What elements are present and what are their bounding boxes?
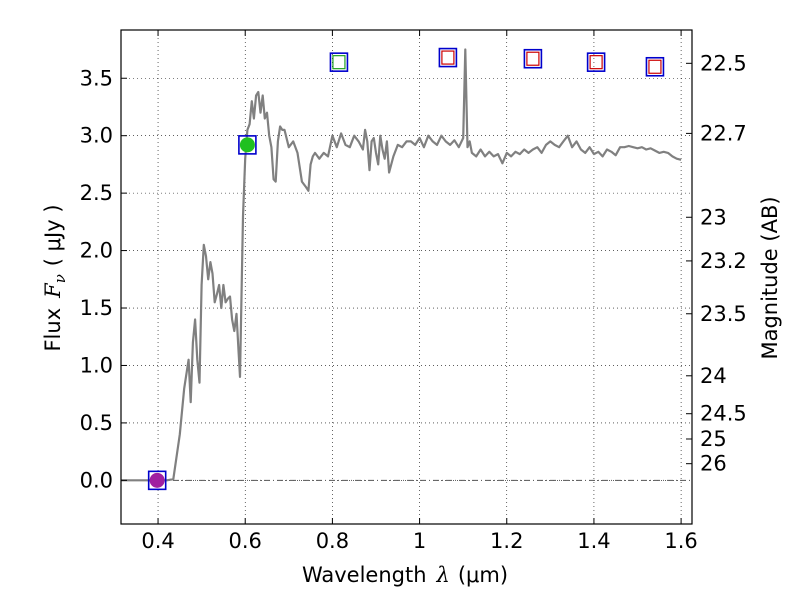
upper-limit-marker — [332, 55, 346, 70]
upper-limit-marker — [526, 51, 540, 66]
y2-tick-label: 24 — [700, 364, 727, 388]
photometry-box — [147, 470, 167, 491]
y-tick-label: 0.5 — [80, 411, 113, 435]
upper-limit-marker — [589, 55, 603, 70]
y-tick-label: 0.0 — [80, 468, 113, 492]
photometry-box — [238, 135, 257, 155]
x-axis-label-unit: (μm) — [458, 563, 508, 587]
y2-tick-label: 26 — [700, 452, 727, 476]
upper-limit-box — [645, 56, 665, 77]
y2-tick-label: 22.5 — [700, 51, 747, 75]
photometry-point-3 — [329, 52, 349, 72]
y2-tick-label: 23 — [700, 205, 727, 229]
y-tick-label: 3.0 — [80, 124, 113, 148]
grid-lines — [121, 30, 692, 524]
x-tick-label: 1.4 — [577, 529, 610, 553]
upper-limit-marker — [441, 50, 455, 65]
y2-tick-label: 24.5 — [700, 402, 747, 426]
y2-tick-label: 23.5 — [700, 302, 747, 326]
x-tick-label: 1.6 — [664, 529, 697, 553]
y-tick-label: 2.5 — [80, 181, 113, 205]
upper-limit-box — [329, 52, 349, 72]
y2-tick-label: 22.7 — [700, 121, 747, 145]
photometry-point-4 — [438, 47, 458, 68]
upper-limit-box — [586, 52, 606, 72]
photometry-point-2 — [238, 135, 257, 155]
upper-limit-marker — [648, 59, 662, 74]
y-axis-ticks: 0.0 0.5 1.0 1.5 2.0 2.5 3.0 3.5 — [80, 66, 127, 492]
y-tick-label: 3.5 — [80, 66, 113, 90]
y-axis-label-var: F — [41, 282, 65, 299]
y-axis-label: Flux Fν ( μJy ) — [41, 204, 69, 351]
photometry-point-7 — [645, 56, 665, 77]
x-axis-ticks: 0.4 0.6 0.8 1 1.2 1.4 1.6 — [141, 30, 698, 553]
upper-limit-box — [523, 48, 543, 69]
model-spectrum-line — [121, 48, 682, 482]
y-axis-label-sub: ν — [51, 274, 69, 283]
photometry-marker — [149, 472, 165, 488]
photometry-point-6 — [586, 52, 606, 72]
y-axis-label-unit: ( μJy ) — [41, 204, 65, 266]
x-tick-label: 1 — [413, 529, 426, 553]
x-axis-label-var: λ — [436, 563, 450, 587]
y-axis-label-prefix: Flux — [41, 308, 65, 352]
x-tick-label: 1.2 — [490, 529, 523, 553]
x-tick-label: 0.4 — [141, 529, 174, 553]
photometry-point-5 — [523, 48, 543, 69]
photometry-point-1 — [147, 470, 167, 491]
x-tick-label: 0.6 — [229, 529, 262, 553]
upper-limit-box — [438, 47, 458, 68]
y2-tick-label: 23.2 — [700, 249, 747, 273]
photometry-points — [147, 47, 665, 491]
y2-tick-label: 25 — [700, 427, 727, 451]
x-axis-label: Wavelength λ (μm) — [302, 563, 508, 587]
x-axis-label-prefix: Wavelength — [302, 563, 427, 587]
y-tick-label: 2.0 — [80, 239, 113, 263]
y-tick-label: 1.0 — [80, 353, 113, 377]
x-tick-label: 0.8 — [316, 529, 349, 553]
y-tick-label: 1.5 — [80, 296, 113, 320]
photometry-marker — [239, 137, 255, 153]
plot-frame — [120, 29, 693, 525]
y2-axis-label: Magnitude (AB) — [758, 196, 782, 359]
